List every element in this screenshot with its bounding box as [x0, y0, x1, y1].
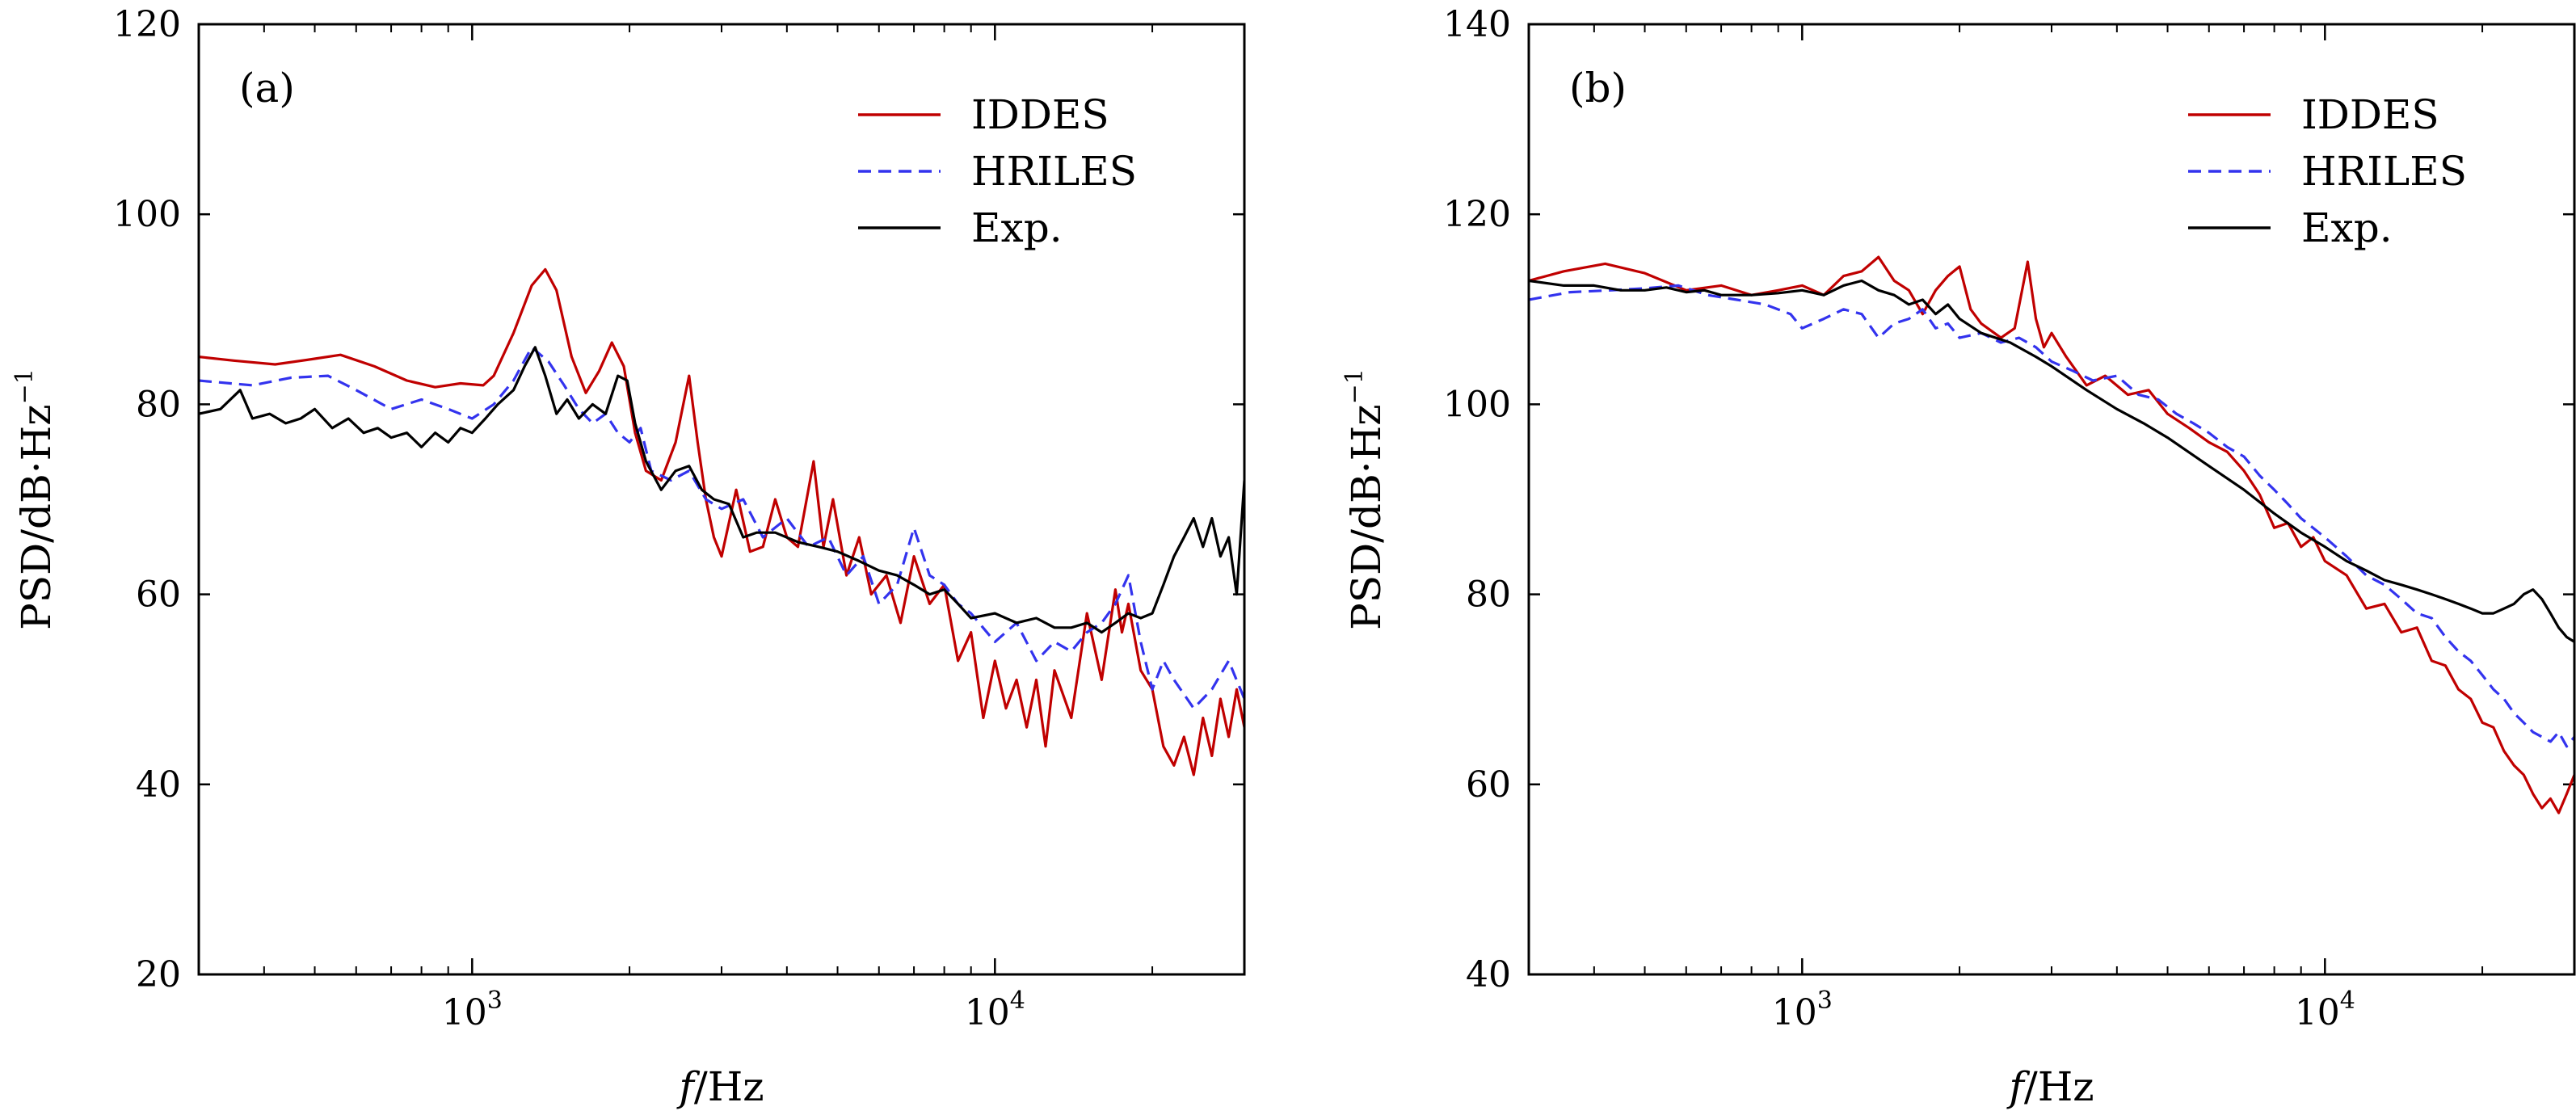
panel-b-ticks: 40 60 80 100 120 140 103 104: [1443, 4, 2575, 1033]
panel-b-ytick-label: 60: [1466, 764, 1511, 806]
panel-b-series-exp: [1529, 279, 2574, 643]
panel-b-ytick-label: 40: [1466, 954, 1511, 995]
panel-a-legend-label: IDDES: [971, 91, 1109, 138]
panel-b-ytick-label: 100: [1443, 384, 1511, 425]
panel-a-ticks: 20 40 60 80 100 120 103 104: [113, 4, 1245, 1033]
panel-b-legend-label: HRILES: [2301, 148, 2467, 195]
panel-a-ylabel-sup: −1: [11, 368, 39, 404]
panel-a-series-iddes: [199, 267, 1244, 776]
panel-b-legend-label: IDDES: [2301, 91, 2439, 138]
panel-b-ylabel-sup: −1: [1341, 368, 1369, 404]
panel-b-xtick-label: 104: [2295, 987, 2355, 1033]
panel-a-series-exp: [199, 346, 1244, 634]
panel-a-ytick-label: 40: [136, 764, 181, 806]
panel-a-chart: 20 40 60 80 100 120 103 104 (a) f/Hz PSD/dB·Hz−…: [11, 4, 1246, 1110]
panel-b-ylabel-main: PSD/dB·Hz: [1343, 404, 1390, 629]
panel-a-xlabel: f/Hz: [676, 1063, 764, 1110]
panel-b-series-hriles: [1529, 284, 2574, 748]
panel-a-legend: IDDES HRILES Exp.: [858, 91, 1137, 251]
panel-a-frame: [197, 23, 1246, 976]
panel-a-legend-label: Exp.: [971, 204, 1063, 251]
panel-a-ytick-label: 80: [136, 384, 181, 425]
panel-b-series: [1529, 255, 2574, 814]
panel-a-ytick-label: 60: [136, 574, 181, 616]
panel-a-series-hriles: [199, 346, 1244, 710]
panel-a-ytick-label: 120: [113, 4, 181, 45]
panel-b-ytick-label: 140: [1443, 4, 1511, 45]
panel-b-series-iddes: [1529, 255, 2574, 814]
panel-a-legend-label: HRILES: [971, 148, 1137, 195]
panel-a-ylabel: PSD/dB·Hz−1: [11, 368, 60, 630]
panel-a-series: [199, 267, 1244, 776]
panel-a-xlabel-unit: /Hz: [694, 1063, 764, 1110]
panel-b-ytick-label: 120: [1443, 194, 1511, 235]
panel-b-xlabel-unit: /Hz: [2024, 1063, 2094, 1110]
panel-b-frame: [1527, 23, 2576, 976]
panel-b-label: (b): [1569, 65, 1627, 112]
panel-a-ytick-label: 20: [136, 954, 181, 995]
panel-b-xtick-label: 103: [1772, 987, 1833, 1033]
panel-a-ytick-label: 100: [113, 194, 181, 235]
panel-b-ylabel: PSD/dB·Hz−1: [1341, 368, 1390, 630]
panel-b-chart: 40 60 80 100 120 140 103 104 (b) f/Hz PSD/dB·Hz…: [1341, 4, 2576, 1110]
panel-b-ytick-label: 80: [1466, 574, 1511, 616]
panel-b-legend: IDDES HRILES Exp.: [2188, 91, 2467, 251]
panel-a-xtick-label: 103: [442, 987, 503, 1033]
panel-a-xtick-label: 104: [965, 987, 1025, 1033]
panel-b-xlabel: f/Hz: [2006, 1063, 2094, 1110]
panel-a-ylabel-main: PSD/dB·Hz: [13, 404, 60, 629]
panel-a-label: (a): [239, 65, 295, 112]
panel-b-legend-label: Exp.: [2301, 204, 2393, 251]
